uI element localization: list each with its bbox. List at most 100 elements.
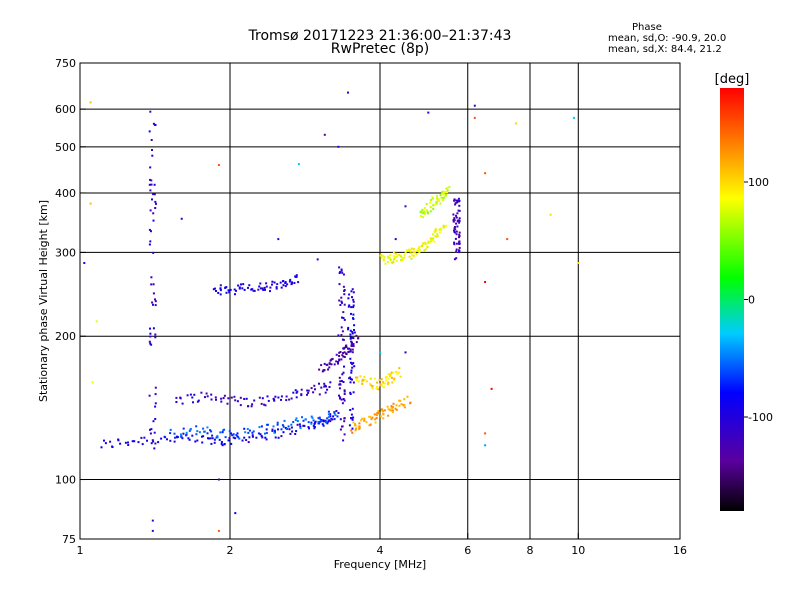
data-point bbox=[288, 428, 291, 431]
data-point bbox=[295, 274, 298, 277]
data-point bbox=[577, 262, 580, 264]
data-point bbox=[154, 207, 157, 209]
data-point bbox=[223, 428, 226, 431]
data-point bbox=[413, 248, 416, 251]
data-point bbox=[351, 351, 354, 354]
data-point bbox=[332, 415, 335, 418]
data-point bbox=[506, 238, 509, 241]
data-point bbox=[259, 433, 262, 436]
data-point bbox=[272, 425, 275, 428]
data-point bbox=[382, 409, 384, 412]
data-point bbox=[261, 287, 264, 290]
data-point bbox=[150, 139, 153, 141]
data-point bbox=[175, 396, 178, 399]
data-point bbox=[323, 385, 326, 388]
data-point bbox=[210, 430, 213, 433]
data-point bbox=[484, 432, 487, 435]
data-point bbox=[324, 391, 327, 394]
data-point bbox=[295, 417, 298, 420]
data-point bbox=[264, 436, 267, 439]
data-point bbox=[339, 396, 342, 399]
data-point bbox=[376, 385, 379, 388]
data-point bbox=[192, 401, 194, 404]
data-point bbox=[484, 172, 487, 175]
data-point bbox=[251, 403, 254, 406]
data-point bbox=[353, 365, 356, 368]
data-point bbox=[150, 343, 153, 346]
data-point bbox=[350, 345, 353, 347]
data-point bbox=[386, 261, 389, 264]
data-point bbox=[455, 242, 458, 245]
data-point bbox=[456, 219, 459, 222]
data-point bbox=[343, 356, 346, 358]
data-point bbox=[285, 399, 288, 402]
data-point bbox=[151, 439, 154, 442]
data-point bbox=[382, 381, 385, 383]
data-point bbox=[154, 298, 156, 301]
data-point bbox=[151, 519, 154, 522]
data-point bbox=[355, 379, 358, 381]
data-point bbox=[312, 391, 315, 394]
data-point bbox=[149, 166, 152, 169]
data-point bbox=[324, 419, 327, 422]
data-point bbox=[300, 394, 303, 397]
data-point bbox=[148, 394, 151, 397]
data-point bbox=[353, 324, 356, 327]
data-point bbox=[421, 245, 424, 248]
phase-stats-o: mean, sd,O: -90.9, 20.0 bbox=[608, 33, 727, 44]
data-point bbox=[444, 191, 447, 194]
data-point bbox=[343, 351, 346, 354]
data-point bbox=[455, 233, 458, 236]
data-point bbox=[201, 441, 204, 444]
data-point bbox=[436, 198, 439, 201]
data-point bbox=[351, 418, 354, 421]
data-point bbox=[439, 227, 442, 230]
data-point bbox=[438, 228, 441, 231]
data-point bbox=[312, 419, 315, 422]
data-point bbox=[352, 298, 355, 301]
data-point bbox=[340, 380, 343, 382]
data-point bbox=[362, 418, 365, 420]
data-point bbox=[349, 391, 352, 394]
data-point bbox=[154, 300, 157, 303]
data-point bbox=[368, 415, 370, 418]
data-point bbox=[230, 432, 232, 435]
data-point bbox=[280, 395, 283, 398]
data-point bbox=[387, 377, 390, 380]
data-point bbox=[310, 387, 313, 390]
data-point bbox=[328, 419, 331, 422]
data-point bbox=[243, 436, 246, 439]
data-point bbox=[458, 217, 461, 220]
data-point bbox=[148, 243, 151, 246]
data-point bbox=[458, 209, 461, 212]
data-point bbox=[403, 256, 406, 259]
data-point bbox=[380, 256, 383, 259]
data-point bbox=[454, 231, 456, 234]
data-point bbox=[376, 414, 378, 417]
data-point bbox=[169, 432, 172, 435]
data-point bbox=[423, 212, 426, 215]
data-point bbox=[338, 358, 341, 361]
data-point bbox=[127, 441, 129, 444]
data-point bbox=[392, 402, 395, 405]
data-point bbox=[248, 436, 251, 439]
data-point bbox=[347, 326, 350, 329]
data-point bbox=[423, 248, 426, 251]
phase-stats-x: mean, sd,X: 84.4, 21.2 bbox=[608, 44, 722, 55]
data-point bbox=[152, 212, 155, 215]
data-point bbox=[266, 423, 269, 426]
data-point bbox=[150, 183, 153, 186]
data-point bbox=[153, 431, 156, 434]
data-point bbox=[174, 436, 176, 439]
data-point bbox=[410, 258, 413, 260]
data-point bbox=[211, 434, 214, 437]
data-point bbox=[89, 101, 92, 104]
data-point bbox=[150, 230, 152, 233]
data-point bbox=[258, 426, 261, 429]
x-tick-label: 1 bbox=[77, 544, 84, 557]
data-point bbox=[273, 399, 276, 402]
data-point bbox=[455, 230, 458, 233]
data-point bbox=[325, 385, 327, 388]
data-point bbox=[306, 389, 309, 392]
data-point bbox=[225, 286, 228, 289]
